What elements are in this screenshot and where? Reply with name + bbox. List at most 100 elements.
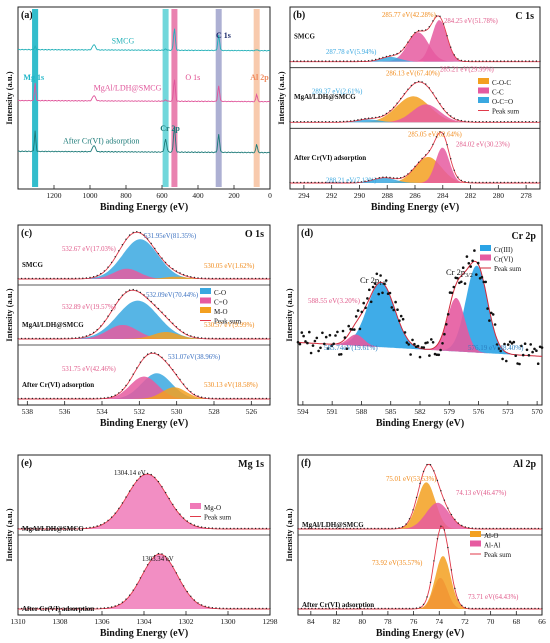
data-point — [49, 397, 52, 400]
data-point — [204, 526, 206, 529]
data-point — [49, 277, 52, 280]
data-point — [89, 276, 91, 279]
data-point — [161, 257, 163, 259]
x-tick-label: 1200 — [47, 191, 62, 200]
data-point — [503, 607, 505, 610]
data-point — [323, 342, 326, 346]
data-point — [161, 553, 163, 555]
sample-name: MgAl/LDH@SMCG — [302, 521, 364, 529]
data-point — [67, 337, 70, 339]
peak-label: 588.55 eV(3.20%) — [308, 297, 361, 305]
data-point — [480, 275, 484, 279]
subscript: 3/2 — [465, 273, 473, 279]
data-point — [422, 346, 426, 349]
data-point — [521, 121, 523, 123]
data-point — [121, 294, 124, 296]
data-point — [157, 307, 160, 310]
data-point — [517, 60, 520, 62]
data-point — [514, 121, 516, 123]
data-point — [179, 513, 181, 515]
peak-label: 531.75 eV(42.46%) — [62, 366, 116, 373]
data-point — [339, 60, 341, 62]
data-point — [385, 176, 388, 178]
peak-label: 289.37 eV(2.61%) — [312, 89, 362, 96]
data-point — [139, 291, 142, 294]
data-point — [350, 60, 352, 62]
data-point — [247, 607, 250, 610]
panel-f: 84 82 80 78 76 74 72 70 68 66 Binding Energy (eV) I… — [284, 454, 546, 639]
data-point — [136, 289, 138, 292]
data-point — [17, 527, 19, 530]
data-point — [461, 604, 463, 607]
data-point — [208, 606, 210, 608]
data-point — [328, 181, 330, 184]
data-point — [471, 607, 473, 610]
data-point — [208, 397, 210, 399]
data-point — [335, 607, 337, 610]
data-point — [360, 118, 363, 120]
data-point — [512, 340, 516, 344]
data-point — [247, 277, 250, 280]
x-tick-label: 80 — [358, 617, 366, 626]
data-point — [265, 337, 268, 340]
data-point — [154, 304, 156, 306]
data-point — [497, 347, 501, 350]
data-point — [446, 313, 450, 316]
data-point — [300, 60, 302, 62]
data-point — [508, 340, 512, 344]
data-point — [71, 397, 73, 400]
data-point — [20, 337, 23, 340]
data-point — [445, 323, 448, 326]
data-point — [118, 250, 120, 252]
data-point — [317, 60, 320, 62]
fit-peak — [18, 268, 270, 279]
data-point — [471, 527, 473, 529]
data-point — [492, 181, 495, 184]
x-tick-label: 594 — [297, 407, 309, 416]
data-point — [510, 181, 513, 184]
data-point — [42, 277, 44, 280]
data-point — [38, 397, 41, 400]
data-point — [325, 181, 327, 184]
data-point — [85, 277, 88, 279]
data-point — [128, 289, 131, 291]
data-point — [56, 527, 59, 530]
data-point — [136, 367, 138, 369]
data-point — [208, 277, 210, 279]
data-point — [527, 354, 531, 357]
data-point — [233, 277, 235, 280]
data-point — [89, 607, 91, 610]
legend-label: Peak sum — [494, 265, 522, 273]
x-tick-label: 530 — [171, 407, 183, 416]
data-point — [505, 359, 508, 363]
data-point — [366, 297, 369, 300]
data-point — [100, 325, 102, 327]
legend-swatch — [200, 307, 211, 313]
data-point — [412, 607, 414, 610]
data-point — [309, 351, 313, 355]
data-point — [240, 277, 242, 280]
data-point — [454, 518, 456, 521]
data-point — [211, 397, 214, 399]
data-point — [175, 509, 178, 511]
data-point — [46, 337, 48, 340]
fit-peak — [18, 474, 270, 529]
data-point — [317, 349, 320, 353]
data-point — [364, 306, 367, 310]
data-point — [42, 337, 44, 340]
data-point — [500, 181, 502, 184]
data-point — [475, 181, 477, 184]
data-point — [521, 353, 525, 357]
data-point — [82, 397, 84, 400]
data-point — [448, 291, 452, 294]
data-point — [182, 331, 185, 334]
data-point — [244, 397, 246, 400]
data-point — [74, 607, 77, 610]
data-point — [460, 59, 463, 62]
data-point — [416, 344, 420, 348]
data-point — [534, 527, 536, 530]
legend-swatch — [478, 87, 489, 94]
x-tick-label: 282 — [465, 191, 477, 200]
data-point — [325, 60, 327, 62]
data-point — [269, 527, 271, 530]
